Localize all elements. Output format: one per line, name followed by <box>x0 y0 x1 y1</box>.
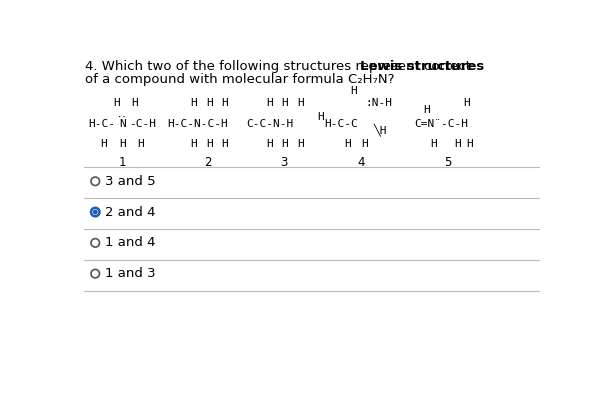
Text: H: H <box>282 139 288 149</box>
Text: H: H <box>344 139 350 149</box>
Text: :N-H: :N-H <box>366 98 393 108</box>
Text: of a compound with molecular formula C₂H₇N?: of a compound with molecular formula C₂H… <box>85 73 395 86</box>
Text: H: H <box>430 139 437 149</box>
Text: ··: ·· <box>117 113 127 123</box>
Text: H: H <box>297 139 304 149</box>
Text: H: H <box>131 98 138 108</box>
Circle shape <box>93 210 98 214</box>
Text: H: H <box>297 98 304 108</box>
Text: H: H <box>222 98 228 108</box>
Text: H: H <box>350 86 357 96</box>
Text: 1 and 4: 1 and 4 <box>106 236 156 249</box>
Text: 3 and 5: 3 and 5 <box>106 175 156 188</box>
Text: H: H <box>191 139 197 149</box>
Text: H: H <box>119 139 126 149</box>
Text: H: H <box>282 98 288 108</box>
Text: 1: 1 <box>118 156 126 169</box>
Text: H: H <box>266 98 273 108</box>
Text: H: H <box>266 139 273 149</box>
Text: 3: 3 <box>280 156 287 169</box>
Text: 1 and 3: 1 and 3 <box>106 267 156 280</box>
Text: H: H <box>317 112 324 123</box>
Text: H: H <box>206 98 212 108</box>
Text: 4. Which two of the following structures represent correct: 4. Which two of the following structures… <box>85 60 475 73</box>
Text: H: H <box>361 139 368 149</box>
Text: H: H <box>423 105 430 115</box>
Text: H-C-C: H-C-C <box>324 119 358 128</box>
Text: Lewis structures: Lewis structures <box>359 60 484 73</box>
Text: N: N <box>119 119 126 128</box>
Text: H: H <box>454 139 461 149</box>
Text: ╲H: ╲H <box>373 123 387 136</box>
Text: 5: 5 <box>444 156 452 169</box>
Text: C=N̈-C-H: C=N̈-C-H <box>414 119 468 128</box>
Text: H: H <box>206 139 212 149</box>
Text: H: H <box>100 139 107 149</box>
Text: H: H <box>191 98 197 108</box>
Text: H: H <box>113 98 120 108</box>
Text: H: H <box>463 98 470 108</box>
Text: H: H <box>138 139 144 149</box>
Text: 4: 4 <box>358 156 365 169</box>
Text: H-C-: H-C- <box>88 119 115 128</box>
Text: C-C-N-H: C-C-N-H <box>246 119 294 128</box>
Text: H: H <box>466 139 473 149</box>
Text: 2 and 4: 2 and 4 <box>106 206 156 219</box>
Text: 2: 2 <box>204 156 211 169</box>
Text: -C-H: -C-H <box>129 119 155 128</box>
Text: H-C-N-C-H: H-C-N-C-H <box>168 119 228 128</box>
Text: H: H <box>222 139 228 149</box>
